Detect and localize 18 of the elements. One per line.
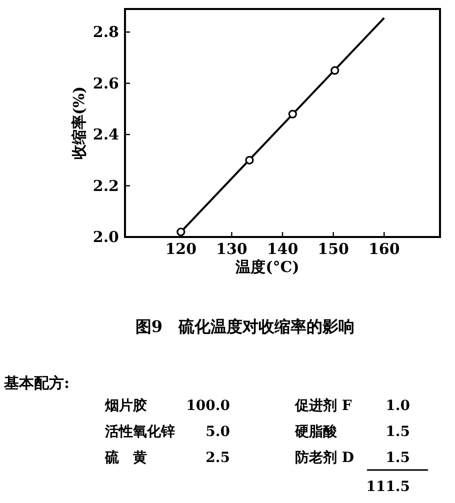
recipe: 基本配方: 烟片胶 100.0 活性氧化锌 5.0 硫 黄 2.5 促进剂 F 1.0 硬脂酸 1.5 防老剂 D 1.5 111.5 (4, 374, 428, 495)
point (330, 66, 340, 75)
y-tick-label: 2.4 (92, 126, 119, 144)
x-axis-title: 温度(°C) (234, 258, 300, 276)
y-tick-label: 2.0 (92, 228, 119, 246)
x-tick-label: 140 (266, 240, 298, 258)
y-axis-title: 收缩率(%) (70, 86, 88, 160)
point (288, 110, 297, 118)
y-tick-label: 2.6 (92, 74, 119, 92)
text: 图9 硫化温度对收缩率的影响 (135, 317, 355, 336)
x-tick-label: 120 (165, 240, 197, 258)
point (245, 156, 254, 164)
x-tick-label: 160 (368, 240, 400, 258)
x-tick-label: 150 (318, 240, 349, 258)
x-tick-label: 130 (216, 240, 248, 258)
y-tick-label: 2.2 (92, 176, 119, 195)
point (176, 228, 186, 236)
y-tick-label: 2.8 (92, 23, 119, 42)
